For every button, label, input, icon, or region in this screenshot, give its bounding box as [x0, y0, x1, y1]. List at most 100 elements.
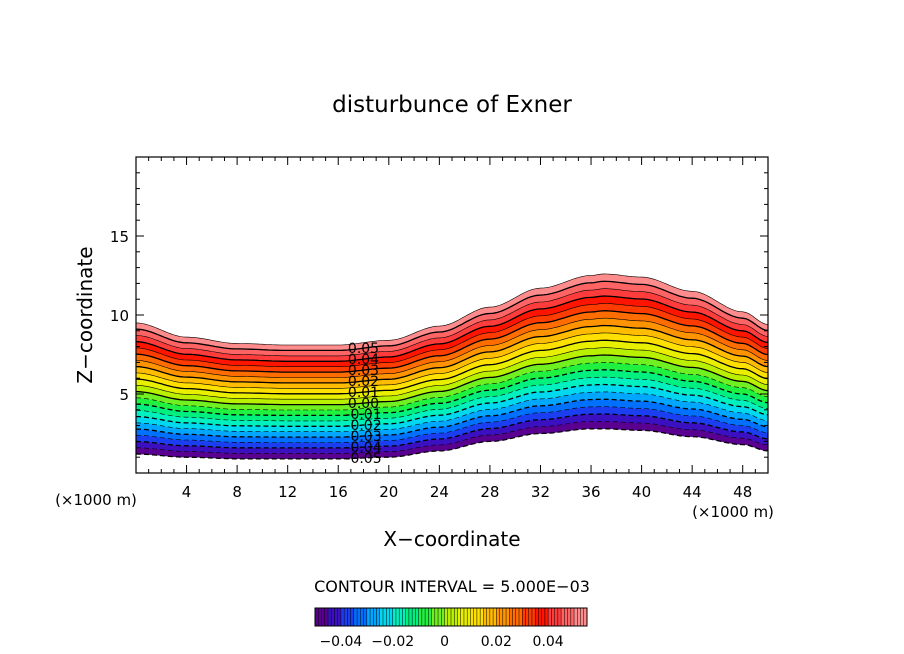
colorbar-swatch: [502, 608, 507, 626]
contour-label: -0.05: [345, 451, 381, 467]
colorbar-swatch: [347, 608, 351, 626]
colorbar-swatch: [564, 608, 568, 626]
x-unit-right: (×1000 m): [692, 503, 774, 521]
colorbar-swatch: [337, 608, 342, 626]
contour-line: [135, 428, 769, 460]
colorbar-swatch: [373, 608, 377, 626]
x-tick-labels: 4 8 12 16 20 24 28 32 36 40 44 48: [182, 483, 752, 501]
colorbar-swatch: [467, 608, 471, 626]
colorbar-swatch: [363, 608, 368, 626]
colorbar-swatch: [496, 608, 500, 626]
colorbar-swatch: [570, 608, 575, 626]
x-tick-label: 12: [278, 483, 297, 501]
chart-title: disturbunce of Exner: [332, 92, 572, 118]
colorbar-swatch: [421, 608, 426, 626]
contour-label: 0.01: [348, 385, 379, 401]
colorbar-swatch: [357, 608, 361, 626]
colorbar-swatch: [360, 608, 364, 626]
x-unit-left: (×1000 m): [55, 491, 137, 509]
contour-line: [136, 398, 769, 438]
colorbar-swatch: [519, 608, 523, 626]
contour-line: [135, 376, 769, 422]
colorbar-swatch: [531, 608, 536, 626]
colorbar-swatch: [412, 608, 416, 626]
colorbar-swatch: [535, 608, 539, 626]
contour-label: -0.02: [345, 418, 381, 434]
colorbar-frame: [314, 607, 588, 627]
y-tick-label: 15: [110, 228, 129, 246]
colorbar-tick-label: 0.04: [533, 634, 564, 650]
contour-line: [135, 354, 769, 406]
colorbar-swatch: [434, 608, 439, 626]
x-tick-label: 20: [379, 483, 398, 501]
colorbar-swatch: [324, 608, 329, 626]
colorbar-swatch: [454, 608, 458, 626]
x-tick-label: 48: [733, 483, 752, 501]
colorbar-swatch: [499, 608, 504, 626]
colorbar-tick-label: 0: [440, 634, 449, 650]
x-tick-label: 4: [182, 483, 192, 501]
colorbar-swatch: [389, 608, 393, 626]
colorbar-swatch: [544, 608, 549, 626]
colorbar-swatch: [408, 608, 413, 626]
x-tick-label: 36: [581, 483, 600, 501]
contour-label: -0.04: [345, 440, 381, 456]
colorbar-swatch: [379, 608, 384, 626]
colorbar-swatch: [551, 608, 555, 626]
colorbar-swatch: [583, 608, 588, 626]
colorbar-swatch: [334, 608, 338, 626]
colorbar-swatch: [370, 608, 374, 626]
colorbar-swatch: [418, 608, 423, 626]
contour-label: -0.01: [345, 407, 381, 423]
contour-line: [135, 369, 769, 417]
y-tick-label: 10: [110, 307, 129, 325]
colorbar-swatch: [457, 608, 461, 626]
contour-label: 0.04: [348, 352, 379, 368]
colorbar-swatch: [554, 608, 559, 626]
x-tick-label: 44: [683, 483, 702, 501]
colorbar-swatch: [515, 608, 520, 626]
contour-lines: [135, 273, 769, 460]
x-tick-label: 32: [531, 483, 550, 501]
colorbar-tick-labels: −0.04 −0.02 0 0.02 0.04: [319, 634, 563, 650]
x-tick-label: 16: [329, 483, 348, 501]
contour-bands: [135, 273, 769, 459]
contour-line: [135, 406, 769, 443]
contour-line: [135, 362, 769, 411]
colorbar-swatch: [493, 608, 497, 626]
contour-label: 0.02: [348, 374, 379, 390]
colorbar-swatch: [476, 608, 481, 626]
contour-line: [135, 324, 769, 384]
x-axis-label: X−coordinate: [383, 527, 520, 551]
colorbar-swatch: [509, 608, 513, 626]
colorbar-tick-label: −0.02: [371, 634, 414, 650]
contour-label: 0.05: [348, 341, 379, 357]
colorbar-swatch: [340, 608, 345, 626]
contour-label: -0.03: [345, 429, 381, 445]
colorbar-swatch: [512, 608, 516, 626]
colorbar-swatch: [315, 608, 319, 626]
colorbar-swatch: [580, 608, 584, 626]
colorbar-swatch: [489, 608, 494, 626]
colorbar-swatch: [557, 608, 562, 626]
colorbar-swatch: [522, 608, 526, 626]
contour-line: [135, 347, 769, 400]
x-tick-label: 24: [430, 483, 449, 501]
colorbar-swatch: [428, 608, 432, 626]
colorbar-swatch: [470, 608, 474, 626]
colorbar-swatch: [350, 608, 355, 626]
contour-label: 0.00: [348, 396, 379, 412]
colorbar-swatch: [425, 608, 429, 626]
colorbar-swatch: [483, 608, 487, 626]
colorbar-swatch: [386, 608, 390, 626]
colorbar-swatch: [399, 608, 403, 626]
colorbar-swatch: [480, 608, 484, 626]
contour-line: [136, 421, 769, 454]
contour-line: [135, 288, 769, 357]
colorbar-swatch: [541, 608, 546, 626]
colorbar-swatch: [383, 608, 387, 626]
colorbar-swatch: [577, 608, 581, 626]
colorbar-swatch: [567, 608, 572, 626]
x-tick-label: 8: [232, 483, 242, 501]
